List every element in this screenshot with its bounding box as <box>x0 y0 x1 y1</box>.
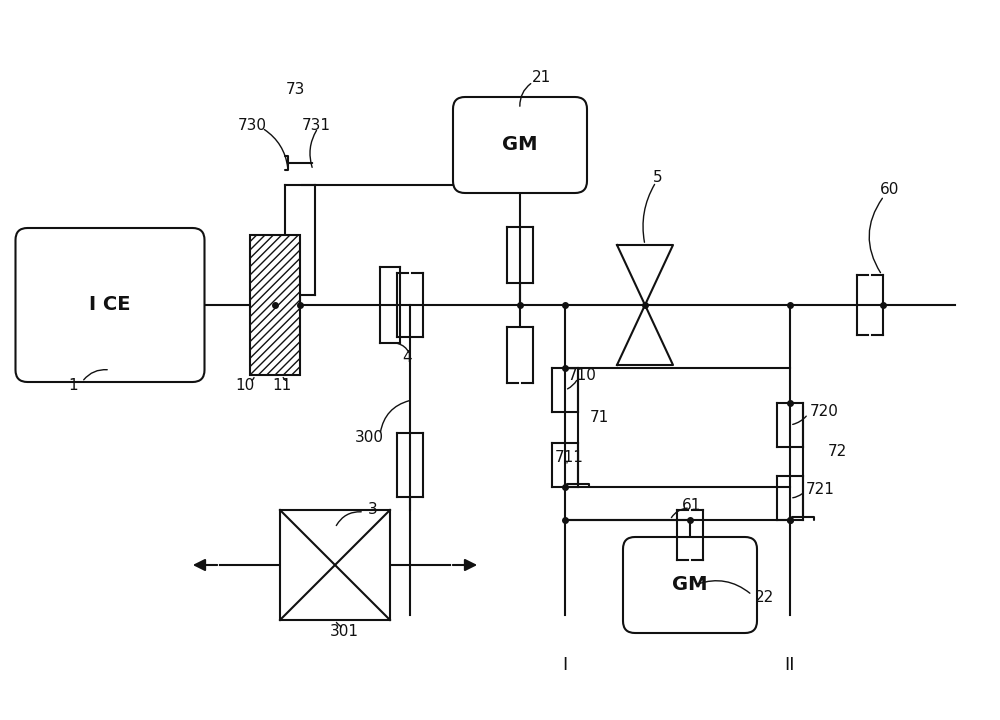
Text: 300: 300 <box>355 431 384 446</box>
Text: 3: 3 <box>368 503 378 518</box>
Text: 71: 71 <box>590 410 609 426</box>
FancyBboxPatch shape <box>453 97 587 193</box>
Text: 73: 73 <box>285 83 305 97</box>
Text: 4: 4 <box>402 351 412 366</box>
Text: 60: 60 <box>880 182 899 197</box>
Text: I CE: I CE <box>89 295 131 315</box>
FancyBboxPatch shape <box>623 537 757 633</box>
Text: 1: 1 <box>68 377 78 392</box>
Text: 21: 21 <box>532 71 551 86</box>
Text: 22: 22 <box>755 590 774 606</box>
Bar <box>280 510 390 620</box>
Text: 72: 72 <box>828 444 847 459</box>
Text: 721: 721 <box>806 482 835 498</box>
Text: 11: 11 <box>272 377 291 392</box>
Text: 711: 711 <box>555 451 584 466</box>
Text: 731: 731 <box>302 117 331 132</box>
Text: 61: 61 <box>682 498 701 513</box>
Text: 720: 720 <box>810 405 839 420</box>
Text: GM: GM <box>502 135 538 155</box>
Text: 730: 730 <box>238 117 267 132</box>
Text: I: I <box>562 656 568 674</box>
Bar <box>250 235 300 375</box>
Text: 301: 301 <box>330 624 359 639</box>
Text: II: II <box>785 656 795 674</box>
Text: GM: GM <box>672 575 708 595</box>
FancyBboxPatch shape <box>16 228 205 382</box>
Text: 5: 5 <box>653 171 663 186</box>
Text: 10: 10 <box>235 377 254 392</box>
Text: 710: 710 <box>568 367 597 382</box>
